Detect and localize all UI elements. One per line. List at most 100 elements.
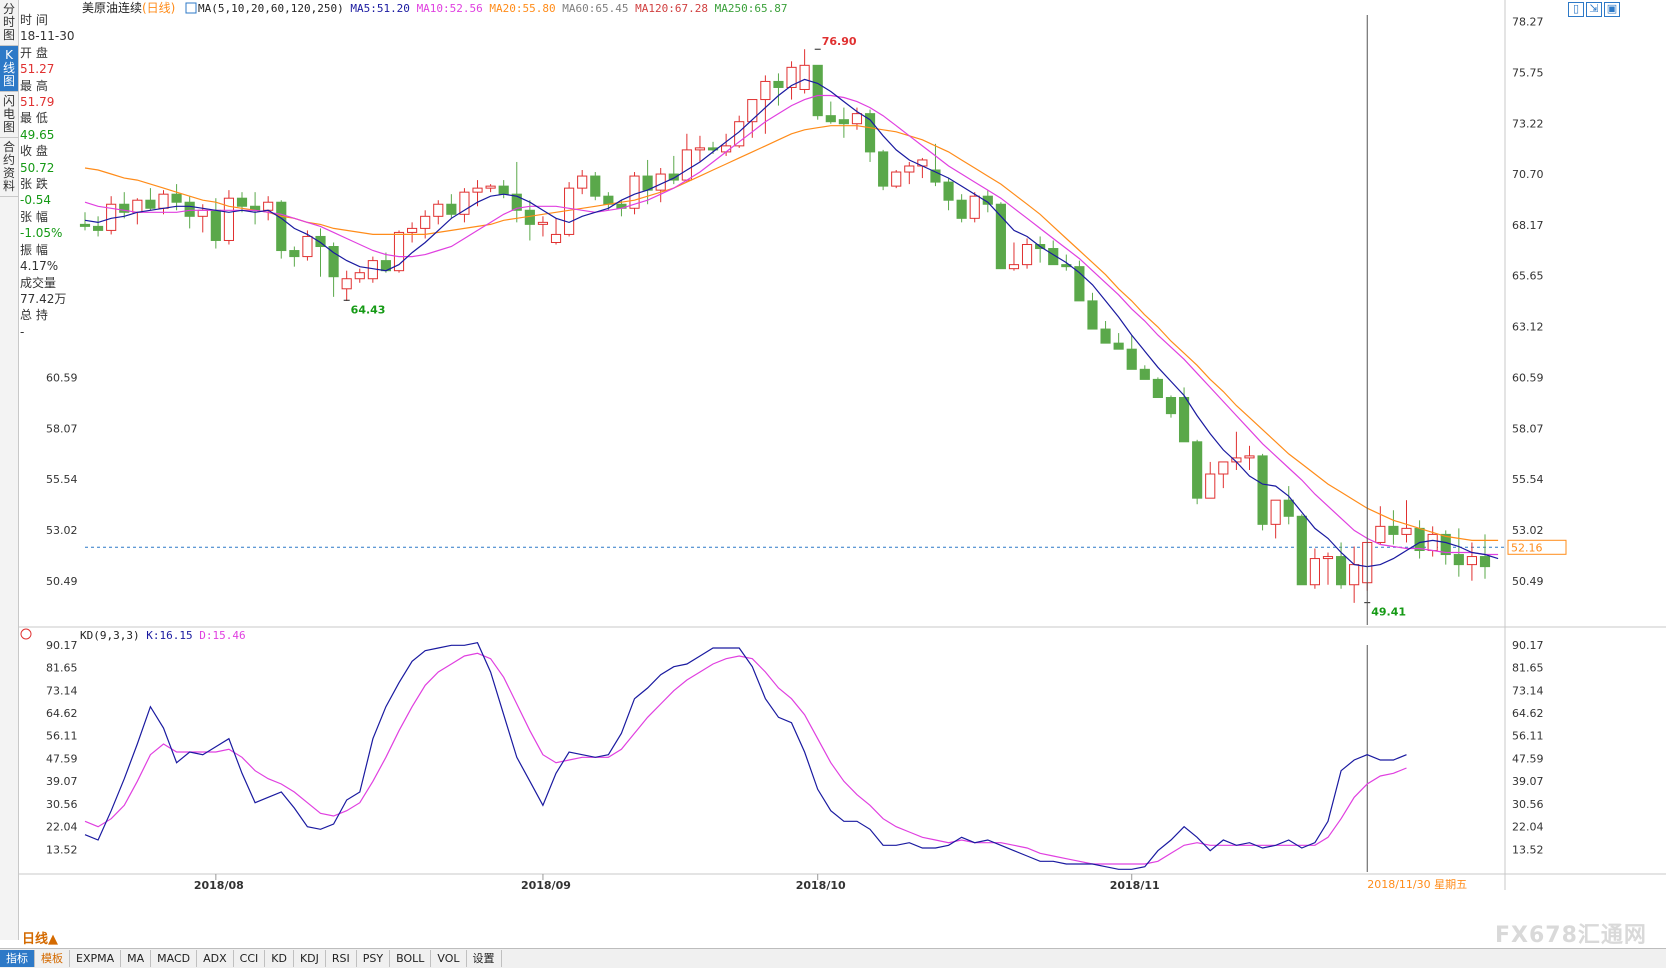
candle-body — [1270, 499, 1281, 525]
candle-body — [1165, 397, 1177, 415]
tab-vol[interactable]: VOL — [431, 950, 467, 967]
info-change: -0.54 — [20, 193, 52, 208]
x-tick-label: 2018/08 — [194, 879, 244, 892]
candle-body — [1283, 499, 1294, 517]
tab-rsi[interactable]: RSI — [326, 950, 357, 967]
ma10-line — [84, 94, 1499, 556]
tab-kd[interactable]: KD — [265, 950, 294, 967]
kd-legend-part: KD(9,3,3) — [80, 629, 146, 642]
ma5-line — [84, 78, 1499, 568]
candle-body — [328, 246, 339, 278]
kd-d-line — [84, 652, 1407, 865]
y-tick-label: 73.22 — [1512, 117, 1544, 130]
candle-body — [812, 64, 823, 117]
info-open-label: 开 盘 — [20, 45, 48, 60]
kd-y-tick-label: 22.04 — [1512, 821, 1544, 834]
kd-y-tick-label: 13.52 — [1512, 843, 1544, 856]
tab-settings[interactable]: 设置 — [467, 950, 502, 967]
tab-template[interactable]: 模板 — [35, 950, 70, 967]
info-vol: 77.42万 — [20, 291, 67, 306]
candle-body — [1218, 461, 1229, 475]
candle-body — [995, 203, 1006, 270]
kd-y-tick-label: 30.56 — [1512, 798, 1544, 811]
tab-ma[interactable]: MA — [121, 950, 152, 967]
candle-body — [786, 66, 797, 88]
candle-body — [197, 209, 208, 217]
candle-body — [694, 147, 706, 151]
candle-body — [734, 121, 745, 147]
left-y-tick-label: 60.59 — [46, 372, 78, 385]
candle-body — [969, 195, 980, 219]
candle-body — [943, 181, 954, 201]
x-tick-label: 2018/09 — [521, 879, 571, 892]
tab-cci[interactable]: CCI — [234, 950, 266, 967]
left-y-tick-label: 53.02 — [46, 524, 78, 537]
extreme-label: 76.90 — [822, 35, 857, 48]
y-tick-label: 58.07 — [1512, 422, 1544, 435]
ma20-line — [84, 125, 1499, 542]
kd-legend-part: D:15.46 — [199, 629, 245, 642]
candle-body — [511, 193, 522, 211]
period-selector[interactable]: 日线▲ — [22, 932, 58, 947]
candle-body — [263, 201, 274, 211]
candle-body — [825, 115, 836, 123]
kd-settings-icon — [20, 628, 32, 640]
y-tick-label: 75.75 — [1512, 66, 1544, 79]
candle-body — [1048, 248, 1059, 266]
candle-body — [1074, 266, 1085, 302]
candle-body — [446, 203, 457, 215]
ma-legend-part: MA10:52.56 — [417, 2, 490, 15]
tab-expma[interactable]: EXPMA — [70, 950, 122, 967]
candle-body — [302, 235, 313, 258]
kd-left-y-tick-label: 90.17 — [46, 639, 78, 652]
kd-legend-part: K:16.15 — [146, 629, 199, 642]
tab-flash[interactable]: 闪电图 — [0, 92, 18, 138]
chart-option-icon[interactable]: ▯ — [1568, 2, 1584, 17]
extreme-label: 64.43 — [351, 303, 386, 316]
y-tick-label: 60.59 — [1512, 372, 1544, 385]
info-low-label: 最 低 — [20, 111, 48, 126]
tab-contract-info[interactable]: 合约资料 — [0, 138, 18, 197]
candle-body — [1414, 527, 1425, 552]
ma-settings-icon — [185, 2, 197, 14]
tab-macd[interactable]: MACD — [151, 950, 198, 967]
current-price-box — [1507, 539, 1567, 555]
candle-body — [590, 175, 601, 197]
chart-option-icon-3[interactable]: ▣ — [1604, 2, 1620, 17]
candle-body — [982, 195, 993, 205]
candle-body — [1192, 441, 1203, 499]
tab-timeshare[interactable]: 分时图 — [0, 0, 18, 46]
candle-body — [838, 119, 849, 125]
info-close: 50.72 — [20, 160, 55, 175]
kd-left-y-tick-label: 39.07 — [46, 775, 78, 788]
candle-body — [760, 80, 771, 101]
info-time: 18-11-30 — [20, 29, 75, 44]
candle-body — [158, 193, 169, 209]
tab-kdj[interactable]: KDJ — [294, 950, 326, 967]
candle-body — [864, 113, 876, 153]
tab-adx[interactable]: ADX — [197, 950, 234, 967]
info-high: 51.79 — [20, 95, 55, 110]
chart-option-icon-2[interactable]: ⇲ — [1586, 2, 1602, 17]
tab-kline[interactable]: K线图 — [0, 46, 18, 92]
ma-legend-part: MA250:65.87 — [715, 2, 788, 15]
info-oi-label: 总 持 — [20, 308, 48, 323]
kd-y-tick-label: 39.07 — [1512, 775, 1544, 788]
candle-body — [603, 195, 614, 205]
tab-indicators[interactable]: 指标 — [0, 950, 35, 967]
candle-body — [1335, 556, 1347, 586]
candle-body — [184, 201, 195, 217]
candle-body — [276, 201, 287, 252]
candle-body — [315, 235, 326, 248]
info-oi: - — [20, 324, 25, 339]
info-high-label: 最 高 — [20, 78, 48, 93]
left-tab-bar: 分时图 K线图 闪电图 合约资料 — [0, 0, 19, 940]
candle-body — [1388, 525, 1399, 535]
candle-body — [1087, 300, 1098, 330]
kd-left-y-tick-label: 81.65 — [46, 662, 78, 675]
candle-body — [1113, 342, 1124, 350]
candle-body — [407, 227, 418, 233]
kd-y-tick-label: 81.65 — [1512, 662, 1544, 675]
tab-boll[interactable]: BOLL — [390, 950, 432, 967]
tab-psy[interactable]: PSY — [357, 950, 391, 967]
